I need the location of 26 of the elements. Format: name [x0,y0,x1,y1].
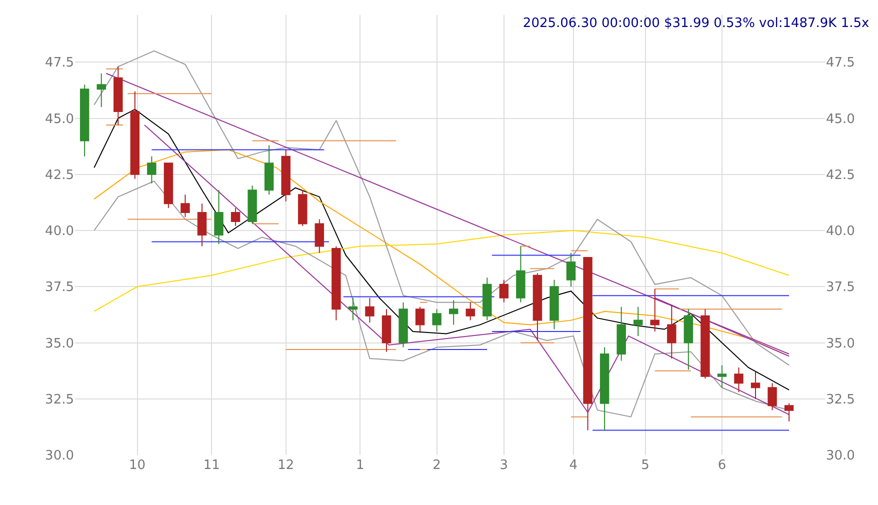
x-tick-label: 6 [718,458,726,473]
y-tick-label: 45.0 [45,112,74,127]
y2-tick-label: 45.0 [826,112,855,127]
y-tick-label: 35.0 [45,336,74,352]
chart-title: 2025.06.30 00:00:00 $31.99 0.53% vol:1487.9K 1.5x [522,16,870,31]
y2-tick-label: 32.5 [826,392,855,408]
y-tick-label: 37.5 [45,280,74,296]
y-tick-label: 42.5 [45,168,74,183]
x-tick-label: 11 [203,458,220,473]
y2-tick-label: 35.0 [826,336,855,352]
x-tick-label: 5 [641,458,650,473]
x-tick-label: 10 [129,458,146,473]
y-tick-label: 40.0 [45,224,74,240]
y2-tick-label: 40.0 [826,224,855,240]
y-tick-label: 47.5 [45,56,74,71]
x-tick-label: 3 [500,458,508,473]
x-tick-label: 2 [432,458,441,473]
x-tick-label: 12 [278,458,294,473]
y2-tick-label: 37.5 [826,280,855,296]
x-tick-label: 4 [569,458,578,473]
y2-tick-label: 47.5 [826,56,855,71]
y-tick-label: 30.0 [45,448,74,464]
y-tick-label: 32.5 [45,392,74,408]
y2-tick-label: 42.5 [826,168,855,183]
x-tick-label: 1 [356,458,364,473]
y2-tick-label: 30.0 [826,448,855,464]
